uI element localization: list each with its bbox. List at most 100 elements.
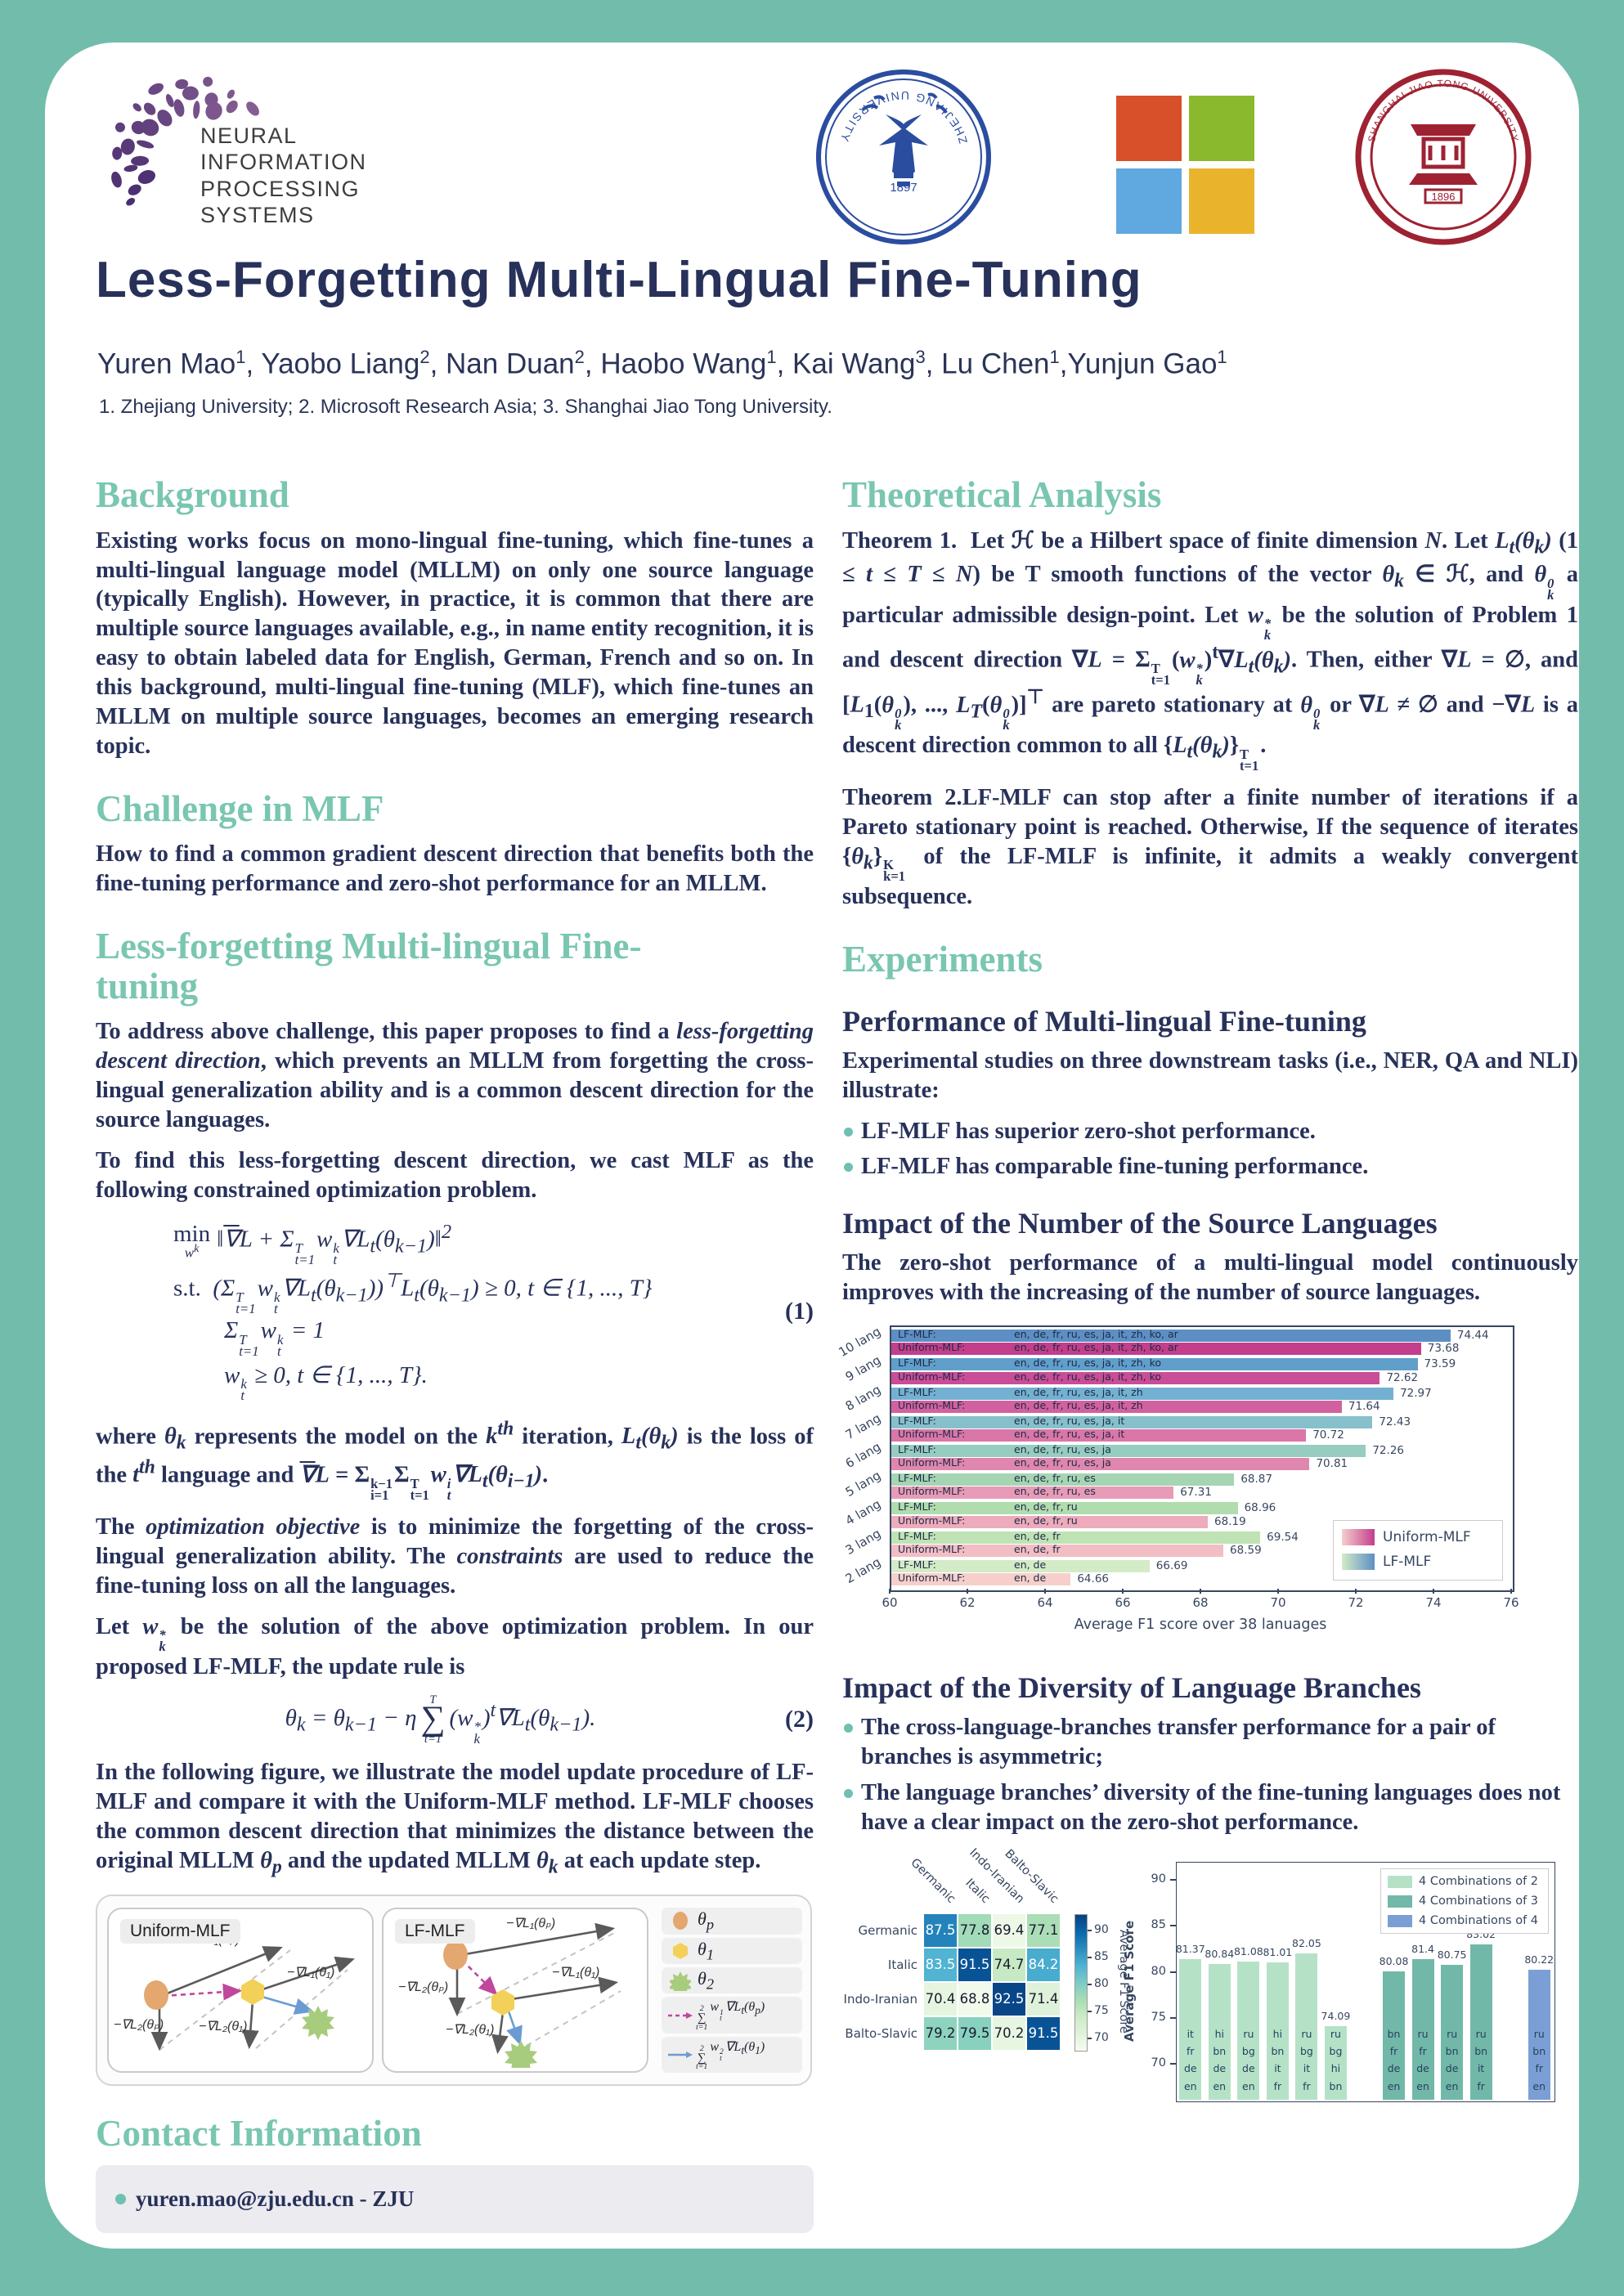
y-tick-label: 70 xyxy=(1151,2056,1166,2070)
y-tick xyxy=(1170,1879,1176,1881)
heatmap-cell: 68.8 xyxy=(958,1982,991,2016)
bar-languages-label: en, de, fr, ru, es, ja, it xyxy=(1014,1414,1125,1427)
theta-p-node-icon xyxy=(144,1980,168,2011)
legend-swatch-icon xyxy=(1388,1914,1412,1927)
plot-frame xyxy=(1176,1861,1555,2102)
lf-paragraph-4: The optimization objective is to minimiz… xyxy=(96,1513,814,1599)
chart1-legend: Uniform-MLF LF-MLF xyxy=(1333,1520,1503,1581)
bar-languages-label: en, de xyxy=(1014,1571,1047,1584)
logo-row: NEURAL INFORMATION PROCESSING SYSTEMS 18… xyxy=(94,59,1533,263)
bar-languages-label: en, de, fr xyxy=(1014,1529,1061,1542)
x-tick xyxy=(1122,1589,1124,1594)
microsoft-tile-red xyxy=(1116,96,1182,161)
bar-value-label: 74.09 xyxy=(1321,2009,1351,2022)
bullet-icon xyxy=(844,1127,853,1137)
x-tick-label: 70 xyxy=(1270,1595,1286,1611)
colorbar-tick-label: 75 xyxy=(1094,2004,1109,2018)
heatmap-cell: 79.2 xyxy=(924,2016,957,2050)
bar-languages-label: en, de, fr, ru, es, ja xyxy=(1014,1442,1111,1455)
y-tick xyxy=(1170,1971,1176,1973)
bar-method-label: LF-MLF: xyxy=(898,1414,936,1427)
x-tick xyxy=(1355,1589,1357,1594)
bar: LF-MLF: en, de, fr, ru, es, ja, it, zh xyxy=(891,1385,1394,1400)
bar: LF-MLF: en, de, fr, ru, es xyxy=(891,1472,1235,1487)
branches-heatmap-and-bars: Germanic 87.5 77.8 69.4 77.1 Italic 83.5 91.5 74… xyxy=(842,1846,1578,2120)
heatmap-cell: 92.5 xyxy=(993,1982,1025,2016)
bar-value-label: 81.4 xyxy=(1411,1942,1434,1955)
method-comparison-figure: Uniform-MLF xyxy=(96,1895,812,2087)
bar xyxy=(1266,1962,1289,2100)
bar xyxy=(1411,1958,1434,2100)
bar xyxy=(1179,1959,1202,2100)
bar: LF-MLF: en, de, fr, ru, es, ja, it xyxy=(891,1414,1373,1428)
bar: Uniform-MLF: en, de, fr, ru, es, ja, it, … xyxy=(891,1341,1421,1356)
bar-method-label: Uniform-MLF: xyxy=(898,1456,966,1469)
theorem-1: Theorem 1. Let ℋ be a Hilbert space of f… xyxy=(842,527,1578,774)
legend-item-theta-2: θ2 xyxy=(662,1967,802,1994)
theta-2-icon xyxy=(670,1971,691,1992)
y-axis-label: Average F1 Score xyxy=(1122,1920,1137,2042)
bar-method-label: Uniform-MLF: xyxy=(898,1542,966,1555)
heatmap-row-label: Germanic xyxy=(858,1922,917,1938)
bar-method-label: Uniform-MLF: xyxy=(898,1571,966,1584)
background-heading: Background xyxy=(96,474,289,515)
zju-seal-logo: 1897 ZHEJIANG UNIVERSITY xyxy=(816,70,991,244)
bar-method-label: LF-MLF: xyxy=(898,1357,936,1370)
bullet-item: LF-MLF has comparable fine-tuning perfor… xyxy=(842,1152,1578,1182)
bar: Uniform-MLF: en, de, fr xyxy=(891,1542,1224,1557)
bar-value-label: 80.84 xyxy=(1205,1948,1235,1961)
lf-paragraph-1: To address above challenge, this paper p… xyxy=(96,1019,814,1133)
legend-item-lf-step: 2 ∑ t=1 w 2 t ∇Lt(θ1) xyxy=(662,2036,802,2073)
svg-text:−∇L₂(θ₁): −∇L₂(θ₁) xyxy=(446,2023,494,2037)
equation-2: θk = θk−1 − η T ∑ t=1 (w * k)t∇Lt(θk−1). (2) xyxy=(285,1693,814,1747)
bar-value-label: 70.72 xyxy=(1312,1428,1344,1442)
bar xyxy=(1324,2025,1347,2100)
performance-bullets: LF-MLF has superior zero-shot performanc… xyxy=(842,1117,1578,1182)
bar-method-label: Uniform-MLF: xyxy=(898,1398,966,1411)
bar-method-label: Uniform-MLF: xyxy=(898,1485,966,1498)
x-tick-label: 72 xyxy=(1348,1595,1364,1611)
heatmap-col-label: Germanic xyxy=(908,1855,958,1906)
x-axis-label: Average F1 score over 38 lanuages xyxy=(1074,1617,1327,1634)
bar-value-label: 72.26 xyxy=(1372,1443,1404,1457)
bullet-icon xyxy=(115,2193,126,2204)
heatmap-col-label: Italic xyxy=(962,1876,993,1906)
microsoft-tile-green xyxy=(1189,96,1254,161)
bullet-icon xyxy=(844,1724,853,1733)
bar-method-label: LF-MLF: xyxy=(898,1529,936,1542)
bar-value-label: 72.97 xyxy=(1400,1386,1432,1400)
bar-value-label: 69.54 xyxy=(1267,1530,1299,1544)
x-tick xyxy=(1433,1589,1434,1594)
experiments-heading: Experiments xyxy=(842,939,1043,980)
blue-arrow-icon xyxy=(686,2051,693,2058)
bar-value-label: 66.69 xyxy=(1155,1558,1188,1572)
bar xyxy=(1441,1965,1464,2100)
theta-p-icon xyxy=(673,1912,688,1931)
bar-method-label: LF-MLF: xyxy=(898,1558,936,1571)
lf-heading: Less-forgetting Multi-lingual Fine-tunin… xyxy=(96,926,642,1007)
bar-method-label: LF-MLF: xyxy=(898,1385,936,1398)
theta-p-node-icon xyxy=(443,1940,468,1971)
neurips-dots-icon xyxy=(111,76,259,206)
legend-label: Uniform-MLF xyxy=(1383,1529,1471,1546)
bar-value-label: 72.62 xyxy=(1386,1370,1419,1384)
heatmap-cell: 91.5 xyxy=(958,1948,991,1981)
performance-subheading: Performance of Multi-lingual Fine-tuning xyxy=(842,1004,1366,1038)
bar-language-codes: hi bn it fr xyxy=(1271,2027,1285,2092)
bar-method-label: Uniform-MLF: xyxy=(898,1513,966,1527)
svg-text:−∇L₂(θ₁): −∇L₂(θ₁) xyxy=(199,2020,247,2034)
legend-item-uniform-step: 2 ∑ t=1 w 1 t ∇Lt(θp) xyxy=(662,1997,802,2034)
zju-year: 1897 xyxy=(890,181,917,195)
bar-value-label: 80.75 xyxy=(1437,1948,1467,1962)
svg-text:−∇L₁(θₚ): −∇L₁(θₚ) xyxy=(506,1917,555,1931)
legend-swatch-icon xyxy=(1388,1875,1412,1888)
y-tick-label: 85 xyxy=(1151,1918,1166,1932)
legend-swatch-icon xyxy=(1342,1529,1375,1546)
heatmap-cell: 83.5 xyxy=(924,1948,957,1981)
legend-label: LF-MLF xyxy=(1383,1554,1432,1571)
sjtu-year: 1896 xyxy=(1432,191,1456,203)
colorbar-tick xyxy=(1088,1956,1092,1958)
bar-language-codes: ru bn it fr xyxy=(1474,2027,1488,2092)
bullet-item: The cross-language-branches transfer per… xyxy=(842,1713,1578,1772)
authors: Yuren Mao1, Yaobo Liang2, Nan Duan2, Hao… xyxy=(97,347,1227,380)
